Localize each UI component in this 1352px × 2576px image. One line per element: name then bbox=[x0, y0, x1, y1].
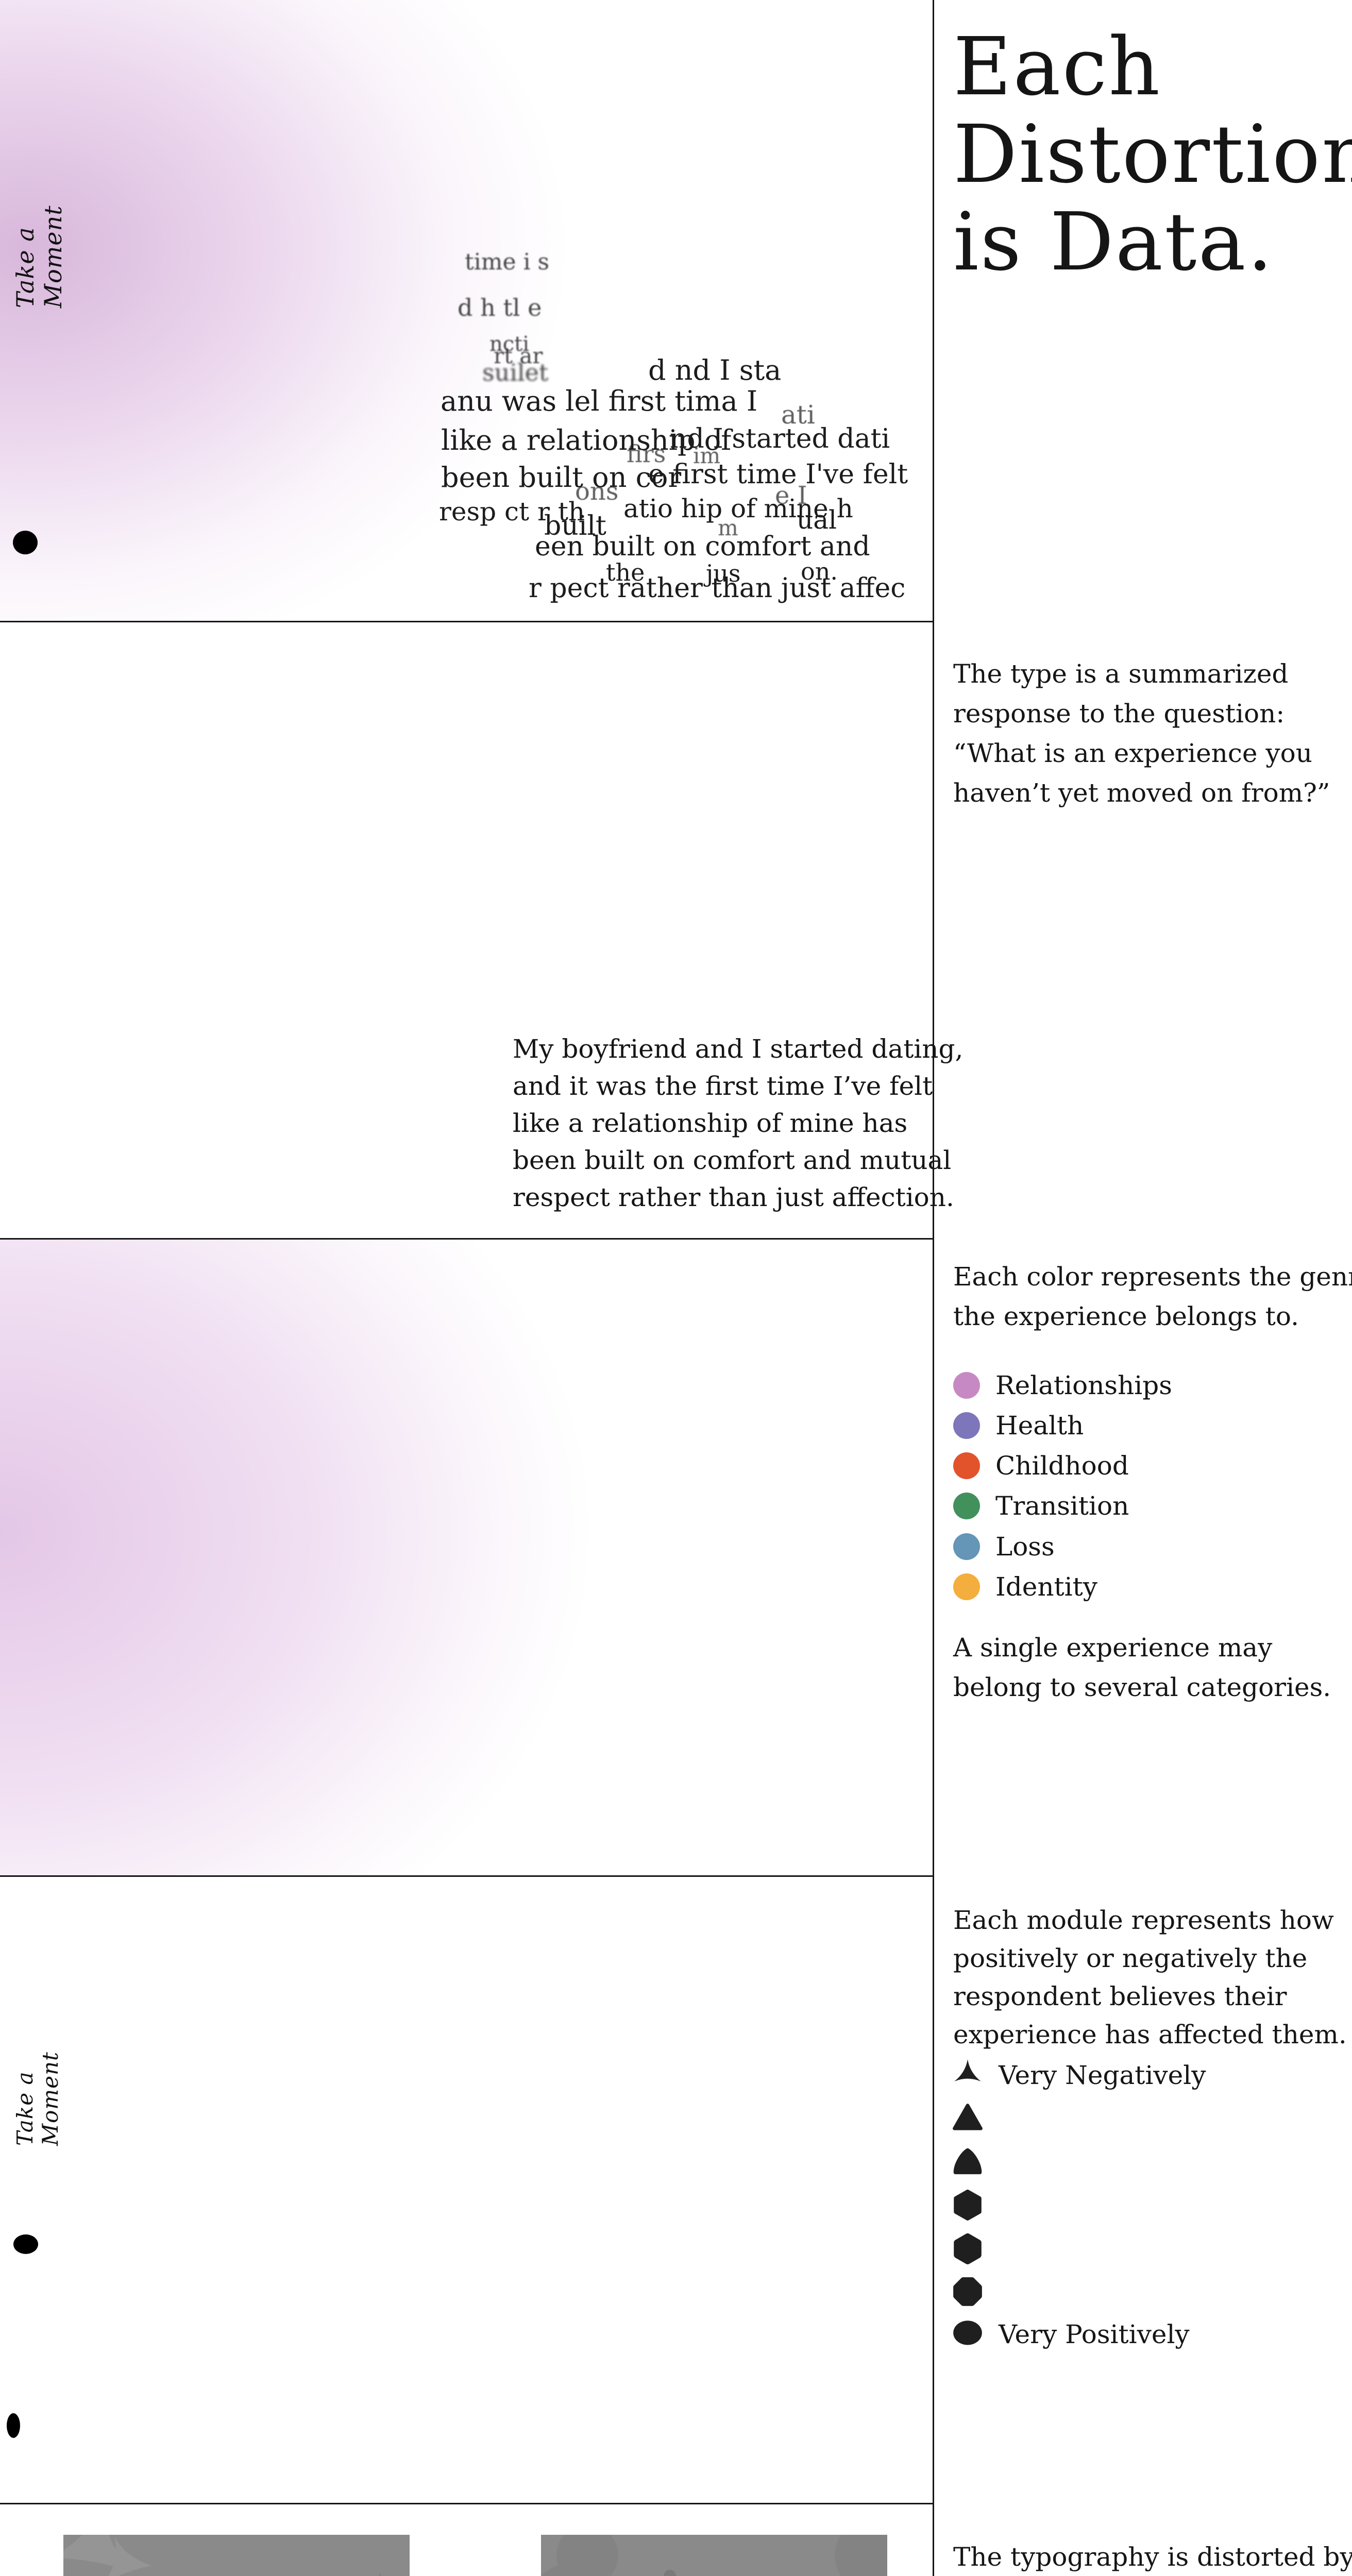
scale-bottom-label: Very Positively bbox=[999, 2319, 1190, 2349]
distorted-text-fragment: rt ar bbox=[494, 343, 543, 368]
distorted-text-fragment: ons bbox=[575, 477, 619, 506]
health-color-dot-icon bbox=[953, 1412, 980, 1439]
scale-top-label: Very Negatively bbox=[999, 2060, 1206, 2090]
distorted-text-fragment: been built on cor bbox=[441, 461, 682, 494]
distorted-text-fragment: built bbox=[544, 511, 606, 541]
panel-divider bbox=[0, 1875, 933, 1877]
distorted-text-fragment: suilet bbox=[482, 359, 549, 386]
distorted-text-fragment: e first time I've felt bbox=[648, 459, 908, 490]
moment-panel: Take a Moment bbox=[0, 1877, 933, 2503]
hexagon-icon bbox=[952, 2190, 983, 2221]
rounded-triangle-icon bbox=[952, 2146, 983, 2177]
distorted-text-fragment: jus bbox=[706, 560, 741, 587]
circle-icon bbox=[952, 2317, 983, 2348]
distorted-text-fragment: anu was lel first tima I bbox=[441, 385, 758, 417]
distorted-text-fragment: ncti bbox=[489, 332, 530, 356]
panel-divider bbox=[0, 621, 933, 622]
triangle-icon bbox=[952, 2102, 983, 2133]
column-divider bbox=[933, 0, 934, 2576]
respondent-quote: My boyfriend and I started dating, and i… bbox=[513, 1034, 964, 1212]
distorted-text-fragment: atio hip of mine h bbox=[623, 494, 853, 523]
legend-label: Loss bbox=[995, 1532, 1055, 1562]
bubble-cluster-image bbox=[541, 2535, 887, 2576]
identity-color-dot-icon bbox=[953, 1573, 980, 1600]
color-section-heading: Each color represents the genre the expe… bbox=[953, 1262, 1352, 1331]
legend-label: Childhood bbox=[995, 1451, 1129, 1481]
legend-label: Health bbox=[995, 1411, 1084, 1440]
relationships-color-dot-icon bbox=[953, 1372, 980, 1399]
distorted-text-fragment: time i s bbox=[465, 249, 550, 275]
distorted-text-fragment: d nd I sta bbox=[648, 354, 782, 386]
page-title: Each Distortion is Data. bbox=[953, 20, 1352, 289]
side-label: Take a Moment bbox=[12, 2052, 63, 2146]
side-label: Take a Moment bbox=[11, 205, 67, 308]
legend-item: Health bbox=[953, 1412, 1084, 1439]
distorted-text-fragment: ual bbox=[797, 505, 837, 535]
legend-item: Childhood bbox=[953, 1452, 1129, 1479]
black-dot-marker-icon bbox=[13, 531, 38, 554]
type-explainer-text: The type is a summarized response to the… bbox=[953, 659, 1330, 808]
panel-divider bbox=[0, 1238, 933, 1240]
distorted-text-fragment: the bbox=[606, 558, 645, 586]
typography-explainer-text: The typography is distorted by a coded 3… bbox=[953, 2542, 1352, 2572]
legend-label: Relationships bbox=[995, 1370, 1172, 1400]
distorted-text-fragment: nd I started dati bbox=[670, 423, 890, 454]
legend-item: Relationships bbox=[953, 1372, 1172, 1399]
legend-item: Transition bbox=[953, 1493, 1129, 1519]
rounded-octagon-icon bbox=[952, 2276, 983, 2307]
quote-panel: My boyfriend and I started dating, and i… bbox=[0, 622, 963, 1238]
black-dot-marker-icon bbox=[7, 2413, 20, 2438]
black-dot-marker-icon bbox=[13, 2234, 38, 2254]
distorted-text-fragment: m bbox=[718, 515, 738, 540]
color-section-note: A single experience may belong to severa… bbox=[953, 1633, 1331, 1702]
childhood-color-dot-icon bbox=[953, 1452, 980, 1479]
transition-color-dot-icon bbox=[953, 1493, 980, 1519]
distorted-text-fragment: on. bbox=[801, 557, 838, 585]
distorted-text-fragment: ati bbox=[781, 400, 815, 430]
rounded-hexagon-icon bbox=[952, 2233, 983, 2264]
spike-field-image bbox=[63, 2535, 410, 2576]
distorted-text-fragment: resp ct r th bbox=[439, 497, 585, 527]
three-point-star-icon bbox=[952, 2058, 983, 2089]
legend-label: Transition bbox=[995, 1491, 1129, 1521]
distorted-text-fragment: r pect rather than just affec bbox=[529, 573, 906, 604]
distorted-text-fragment: like a relationship of bbox=[441, 424, 732, 456]
distorted-text-fragment: firs bbox=[627, 440, 666, 468]
panel-divider bbox=[0, 2503, 933, 2504]
legend-item: Loss bbox=[953, 1533, 1055, 1560]
legend-item: Identity bbox=[953, 1573, 1097, 1600]
render-thumbnail-spike-field[interactable] bbox=[63, 2535, 410, 2576]
intro-panel: Take a Moment time i s d h tl e ncti rt … bbox=[0, 0, 933, 621]
distorted-text-fragment: een built on comfort and bbox=[535, 531, 870, 562]
gradient-panel bbox=[0, 1240, 933, 1875]
distorted-text-fragment: d h tl e bbox=[458, 294, 542, 321]
distorted-text-fragment: e I bbox=[775, 481, 807, 510]
legend-label: Identity bbox=[995, 1572, 1097, 1602]
render-thumbnail-bubble-cluster[interactable] bbox=[541, 2535, 887, 2576]
module-section-heading: Each module represents how positively or… bbox=[953, 1905, 1347, 2049]
distorted-text-fragment: im bbox=[693, 443, 721, 468]
loss-color-dot-icon bbox=[953, 1533, 980, 1560]
